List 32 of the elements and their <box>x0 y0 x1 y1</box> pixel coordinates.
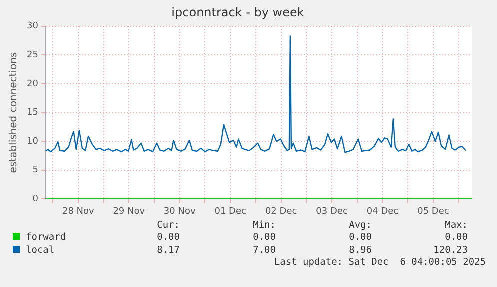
text: Min: <box>252 220 276 231</box>
legend-label: local <box>26 245 55 256</box>
x-tick-label: 30 Nov <box>164 206 196 217</box>
x-tick-label: 05 Dec <box>418 206 450 217</box>
text: Avg: <box>348 220 372 231</box>
x-tick-label: 28 Nov <box>62 206 96 217</box>
y-tick-label: 0 <box>32 194 39 205</box>
legend-label: forward <box>26 232 66 243</box>
y-tick-label: 20 <box>27 79 39 90</box>
text: 0.00 <box>156 231 180 244</box>
text: Last update: Sat Dec 6 04:00:05 2025 <box>273 257 486 268</box>
text: 0.00 <box>348 231 372 244</box>
y-axis-title: established connections <box>8 52 20 174</box>
text: Max: <box>444 220 468 231</box>
y-tick-label: 30 <box>27 22 39 32</box>
text: 8.96 <box>348 244 372 257</box>
y-tick-label: 10 <box>27 136 39 147</box>
chart-title: ipconntrack - by week <box>172 5 304 20</box>
text: 120.23 <box>432 244 468 257</box>
x-tick-label: 02 Dec <box>265 206 298 217</box>
text: Cur: <box>156 220 180 231</box>
text: 7.00 <box>252 244 276 257</box>
x-tick-label: 01 Dec <box>214 206 246 217</box>
y-tick-label: 15 <box>27 108 38 118</box>
x-tick-label: 29 Nov <box>113 206 146 217</box>
y-tick-label: 5 <box>32 166 38 176</box>
text: 0.00 <box>444 231 468 244</box>
y-tick-label: 25 <box>27 50 38 61</box>
text: 0.00 <box>252 231 276 244</box>
text: 8.17 <box>156 244 180 257</box>
x-tick-label: 03 Dec <box>316 206 348 217</box>
x-tick-label: 04 Dec <box>366 206 399 217</box>
